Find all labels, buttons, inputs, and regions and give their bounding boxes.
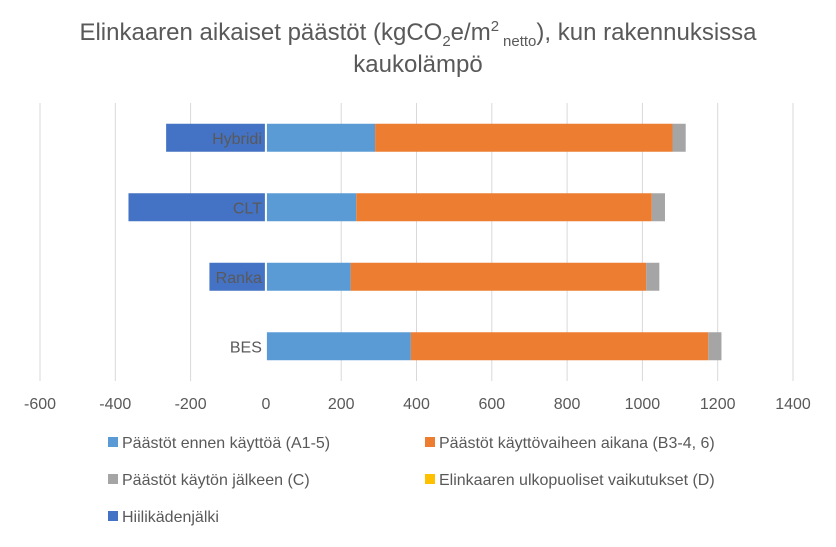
x-tick-label-9: 1200 [700,396,736,413]
chart-title-sup: 2 [491,18,499,35]
legend-item-1: Päästöt käyttövaiheen aikana (B3-4, 6) [425,435,715,452]
bar-bes-series-2 [708,332,722,361]
legend-swatch-2 [108,474,118,484]
bar-hybridi-series-0 [265,123,376,152]
x-tick-labels: -600 -400 -200 0 200 400 600 800 1000 1200 1400 [24,396,811,413]
x-tick-label-5: 400 [403,396,430,413]
bar-clt-series-4 [128,193,266,222]
legend-item-4: Hiilikädenjälki [108,509,219,526]
x-tick-label-6: 600 [478,396,505,413]
legend-label-4: Hiilikädenjälki [122,509,219,526]
x-tick-label-10: 1400 [775,396,811,413]
category-label-bes: BES [230,339,262,356]
bar-bes-series-1 [410,332,709,361]
legend-label-3: Elinkaaren ulkopuoliset vaikutukset (D) [439,472,715,489]
x-tick-label-7: 800 [554,396,581,413]
bar-hybridi-series-2 [672,123,686,152]
legend-swatch-0 [108,437,118,447]
chart-title: Elinkaaren aikaiset päästöt (kgCO2e/m2ne… [79,18,757,78]
bar-clt-series-1 [356,193,652,222]
legend-item-3: Elinkaaren ulkopuoliset vaikutukset (D) [425,472,715,489]
legend-swatch-4 [108,511,118,521]
legend-item-0: Päästöt ennen käyttöä (A1-5) [108,435,330,452]
x-tick-label-2: -200 [175,396,207,413]
chart-title-sub2: netto [503,33,536,50]
category-label-ranka: Ranka [216,270,262,287]
bar-ranka-series-4 [209,262,266,291]
chart-title-line2: kaukolämpö [353,51,482,78]
chart-title-mid: e/m [451,19,491,46]
legend: Päästöt ennen käyttöä (A1-5) Päästöt käyt… [108,435,715,526]
legend-swatch-1 [425,437,435,447]
x-tick-label-8: 1000 [625,396,661,413]
x-tick-label-1: -400 [99,396,131,413]
legend-item-2: Päästöt käytön jälkeen (C) [108,472,310,489]
category-labels: Hybridi CLT Ranka BES [212,131,262,357]
chart-title-suffix: ), kun rakennuksissa [536,19,757,46]
legend-label-2: Päästöt käytön jälkeen (C) [122,472,310,489]
bar-ranka-series-1 [350,262,647,291]
chart-title-sub1: 2 [442,33,450,50]
bars [128,123,722,361]
x-tick-label-4: 200 [328,396,355,413]
category-label-clt: CLT [233,200,262,217]
chart-title-prefix: Elinkaaren aikaiset päästöt (kgCO [79,19,442,46]
category-label-hybridi: Hybridi [212,131,262,148]
chart-title-line1: Elinkaaren aikaiset päästöt (kgCO2e/m2ne… [79,18,757,50]
bar-ranka-series-0 [265,262,351,291]
bar-bes-series-0 [265,332,411,361]
x-tick-label-3: 0 [261,396,270,413]
bar-hybridi-series-4 [166,123,266,152]
x-tick-label-0: -600 [24,396,56,413]
legend-label-1: Päästöt käyttövaiheen aikana (B3-4, 6) [439,435,715,452]
legend-swatch-3 [425,474,435,484]
bar-hybridi-series-1 [375,123,673,152]
bar-ranka-series-2 [646,262,660,291]
legend-label-0: Päästöt ennen käyttöä (A1-5) [122,435,330,452]
bar-clt-series-0 [265,193,357,222]
bar-clt-series-2 [651,193,665,222]
